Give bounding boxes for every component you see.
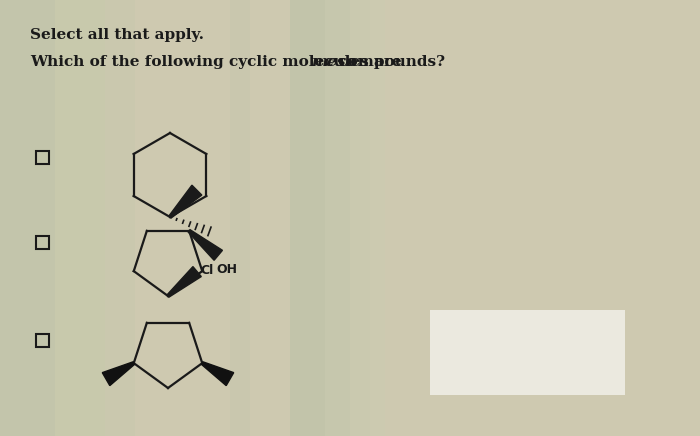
- Text: OH: OH: [216, 263, 237, 276]
- Bar: [370, 0, 385, 436]
- Bar: [105, 0, 135, 436]
- Bar: [55, 0, 105, 436]
- Polygon shape: [202, 362, 234, 385]
- Text: compounds?: compounds?: [333, 55, 445, 69]
- Bar: [36, 334, 48, 347]
- Bar: [230, 0, 250, 436]
- Bar: [290, 0, 325, 436]
- Bar: [350, 0, 370, 436]
- Polygon shape: [169, 185, 202, 218]
- Polygon shape: [167, 266, 202, 297]
- Text: Which of the following cyclic molecules are: Which of the following cyclic molecules …: [30, 55, 407, 69]
- Bar: [0, 0, 55, 436]
- FancyBboxPatch shape: [430, 310, 625, 395]
- Text: Cl: Cl: [200, 264, 214, 277]
- Polygon shape: [188, 230, 223, 260]
- Bar: [36, 235, 48, 249]
- Polygon shape: [102, 362, 134, 385]
- Text: meso: meso: [312, 55, 356, 69]
- Bar: [325, 0, 350, 436]
- Bar: [36, 150, 48, 164]
- Text: Select all that apply.: Select all that apply.: [30, 28, 204, 42]
